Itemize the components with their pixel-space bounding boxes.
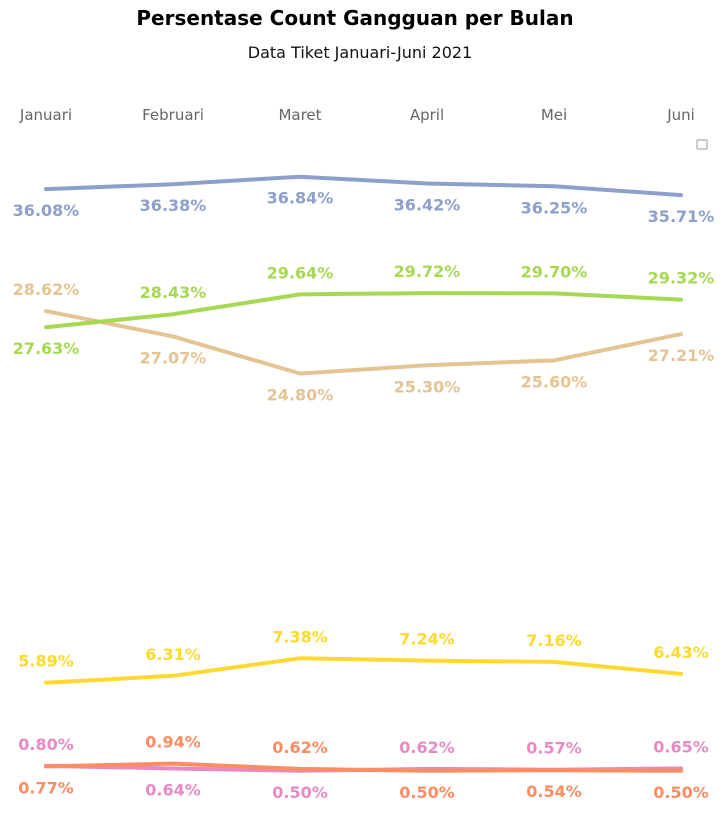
month-label: Mei xyxy=(541,106,567,124)
data-label: 29.72% xyxy=(394,262,461,281)
chart-title: Persentase Count Gangguan per Bulan xyxy=(136,6,573,30)
series-line xyxy=(44,174,683,198)
data-label: 27.21% xyxy=(648,346,715,365)
data-label: 0.50% xyxy=(653,783,709,802)
data-label: 36.84% xyxy=(267,189,334,208)
month-label: Juni xyxy=(666,106,695,124)
data-label: 28.43% xyxy=(140,283,207,302)
month-labels: Januari Februari Maret April Mei Juni xyxy=(19,106,695,124)
month-label: Februari xyxy=(142,106,204,124)
data-label: 27.63% xyxy=(13,339,80,358)
data-label: 6.31% xyxy=(145,645,201,664)
data-label: 29.70% xyxy=(521,262,588,281)
data-label: 25.30% xyxy=(394,377,461,396)
data-label: 0.80% xyxy=(18,735,74,754)
data-label: 29.32% xyxy=(648,269,715,288)
data-label: 24.80% xyxy=(267,386,334,405)
series-layer xyxy=(44,174,683,773)
series-line xyxy=(44,656,683,685)
data-label: 0.50% xyxy=(399,783,455,802)
data-label: 5.89% xyxy=(18,652,74,671)
data-label: 36.08% xyxy=(13,201,80,220)
data-label: 7.16% xyxy=(526,631,582,650)
data-label: 6.43% xyxy=(653,643,709,662)
month-label: April xyxy=(410,106,444,124)
data-label: 0.77% xyxy=(18,778,74,797)
data-label: 28.62% xyxy=(13,280,80,299)
data-label: 0.62% xyxy=(399,738,455,757)
data-label: 35.71% xyxy=(648,207,715,226)
month-label: Januari xyxy=(19,106,72,124)
month-label: Maret xyxy=(278,106,321,124)
data-label: 0.50% xyxy=(272,783,328,802)
data-label: 25.60% xyxy=(521,372,588,391)
data-label: 7.38% xyxy=(272,627,328,646)
data-label: 36.42% xyxy=(394,196,461,215)
data-labels: 36.08% 36.38% 36.84% 36.42% 36.25% 35.71% 27.6… xyxy=(13,189,715,802)
data-label: 36.38% xyxy=(140,196,207,215)
series-line xyxy=(44,761,683,773)
data-label: 0.65% xyxy=(653,737,709,756)
data-label: 0.94% xyxy=(145,733,201,752)
data-label: 29.64% xyxy=(267,263,334,282)
series-line xyxy=(44,309,683,376)
legend-box[interactable] xyxy=(696,139,708,150)
data-label: 0.62% xyxy=(272,738,328,757)
data-label: 7.24% xyxy=(399,630,455,649)
data-label: 0.54% xyxy=(526,782,582,801)
data-label: 36.25% xyxy=(521,198,588,217)
data-label: 0.57% xyxy=(526,739,582,758)
series-line xyxy=(44,291,683,330)
data-label: 27.07% xyxy=(140,348,207,367)
data-label: 0.64% xyxy=(145,781,201,800)
chart-subtitle: Data Tiket Januari-Juni 2021 xyxy=(248,43,472,62)
